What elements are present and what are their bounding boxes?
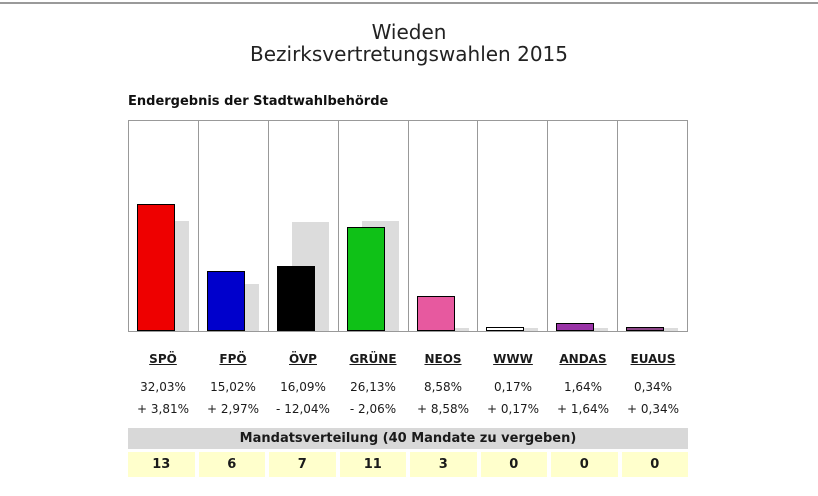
- page-title-district: Wieden: [371, 20, 447, 44]
- chart-column: [478, 121, 549, 331]
- party-link[interactable]: NEOS: [408, 352, 478, 366]
- party-link-text[interactable]: ANDAS: [559, 352, 607, 366]
- party-change: - 2,06%: [349, 402, 397, 416]
- mandate-cell: 0: [621, 452, 688, 477]
- result-subtitle: Endergebnis der Stadtwahlbehörde: [128, 94, 389, 109]
- party-link-text[interactable]: EUAUS: [630, 352, 676, 366]
- party-percentage: 26,13%: [350, 380, 396, 394]
- mandate-row: 13 6 7 11 3 0 0 0: [128, 452, 688, 477]
- party-percentage: 15,02%: [210, 380, 256, 394]
- party-link-text[interactable]: FPÖ: [219, 352, 247, 366]
- party-change: + 3,81%: [137, 402, 189, 416]
- party-link-text[interactable]: GRÜNE: [349, 352, 397, 366]
- page-title: Wieden Bezirksvertretungswahlen 2015: [0, 21, 818, 65]
- chart-column: [129, 121, 199, 331]
- chart-column: [409, 121, 479, 331]
- bar-current-result: [276, 266, 315, 331]
- party-percentage: 32,03%: [140, 380, 186, 394]
- party-change: - 12,04%: [276, 402, 330, 416]
- party-percentage: 1,64%: [563, 380, 603, 394]
- bar-current-result: [626, 327, 665, 331]
- mandate-cell: 7: [269, 452, 336, 477]
- party-percentage: 8,58%: [423, 380, 463, 394]
- party-percentage: 0,34%: [633, 380, 673, 394]
- mandate-cell: 13: [128, 452, 195, 477]
- bar-current-result: [416, 296, 455, 331]
- party-link[interactable]: SPÖ: [128, 352, 198, 366]
- party-labels-row: SPÖ FPÖ ÖVP GRÜNE NEOS WWW ANDAS EUAUS: [128, 352, 688, 366]
- chart-column: [269, 121, 339, 331]
- party-change: + 0,34%: [627, 402, 679, 416]
- party-change: + 2,97%: [207, 402, 259, 416]
- party-change: + 0,17%: [487, 402, 539, 416]
- bar-chart: [128, 120, 688, 332]
- percentage-row: 32,03% 15,02% 16,09% 26,13% 8,58% 0,17% 1,64% 0…: [128, 380, 688, 394]
- top-divider-rule: [0, 2, 818, 4]
- party-percentage: 16,09%: [280, 380, 326, 394]
- party-link-text[interactable]: WWW: [493, 352, 533, 366]
- chart-column: [339, 121, 409, 331]
- party-link[interactable]: ANDAS: [548, 352, 618, 366]
- page-title-election: Bezirksvertretungswahlen 2015: [250, 42, 568, 66]
- change-row: + 3,81% + 2,97% - 12,04% - 2,06% + 8,58% + 0,…: [128, 402, 688, 416]
- party-link[interactable]: WWW: [478, 352, 548, 366]
- party-link-text[interactable]: SPÖ: [149, 352, 177, 366]
- party-link[interactable]: GRÜNE: [338, 352, 408, 366]
- mandate-cell: 11: [339, 452, 406, 477]
- party-link[interactable]: EUAUS: [618, 352, 688, 366]
- party-percentage: 0,17%: [493, 380, 533, 394]
- party-change: + 1,64%: [557, 402, 609, 416]
- chart-column: [199, 121, 269, 331]
- party-link[interactable]: ÖVP: [268, 352, 338, 366]
- bar-current-result: [346, 227, 385, 331]
- mandate-cell: 0: [480, 452, 547, 477]
- bar-current-result: [486, 327, 525, 331]
- chart-column: [548, 121, 619, 331]
- party-link-text[interactable]: ÖVP: [289, 352, 317, 366]
- mandate-header: Mandatsverteilung (40 Mandate zu vergebe…: [128, 428, 688, 449]
- bar-current-result: [137, 204, 175, 331]
- mandate-cell: 3: [410, 452, 477, 477]
- chart-column: [618, 121, 687, 331]
- mandate-cell: 6: [198, 452, 265, 477]
- party-change: + 8,58%: [417, 402, 469, 416]
- bar-current-result: [556, 323, 595, 331]
- party-link[interactable]: FPÖ: [198, 352, 268, 366]
- bar-current-result: [206, 271, 245, 331]
- party-link-text[interactable]: NEOS: [424, 352, 462, 366]
- mandate-cell: 0: [551, 452, 618, 477]
